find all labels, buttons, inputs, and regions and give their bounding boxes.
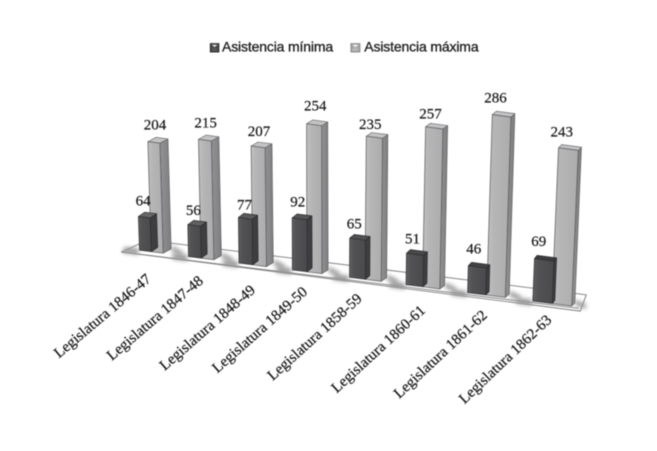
svg-text:Asistencia máxima: Asistencia máxima <box>364 39 479 55</box>
svg-text:46: 46 <box>466 242 482 258</box>
svg-text:243: 243 <box>551 124 574 140</box>
svg-text:254: 254 <box>304 98 327 114</box>
svg-text:Asistencia mínima: Asistencia mínima <box>222 39 333 55</box>
svg-text:69: 69 <box>531 234 546 250</box>
svg-text:64: 64 <box>136 194 152 210</box>
svg-text:65: 65 <box>347 216 362 232</box>
svg-text:286: 286 <box>484 91 507 107</box>
svg-text:92: 92 <box>290 195 305 211</box>
svg-text:56: 56 <box>186 203 202 219</box>
svg-text:235: 235 <box>359 117 382 133</box>
svg-text:207: 207 <box>248 124 271 140</box>
svg-text:51: 51 <box>405 232 420 248</box>
svg-text:77: 77 <box>237 197 253 213</box>
svg-text:204: 204 <box>144 118 167 134</box>
svg-text:215: 215 <box>194 116 217 132</box>
svg-text:257: 257 <box>419 107 442 123</box>
